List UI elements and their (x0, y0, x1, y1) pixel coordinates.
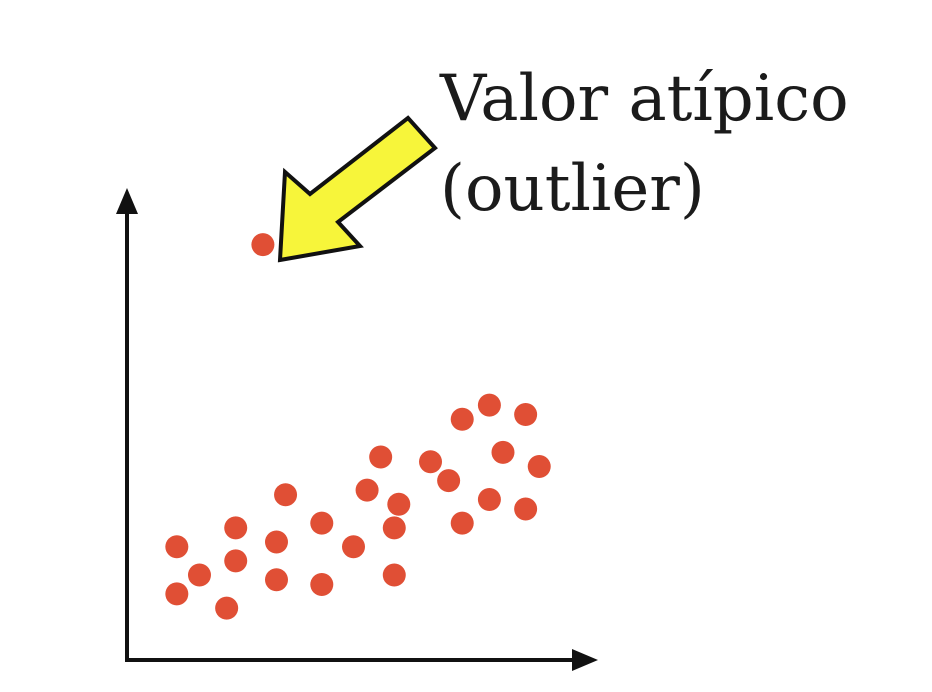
data-points-layer (165, 393, 551, 620)
plot-axes (116, 188, 598, 671)
data-point (437, 469, 461, 493)
data-point (477, 488, 501, 512)
outlier-point (251, 233, 275, 257)
annotation-label-line-2: (outlier) (440, 152, 705, 226)
data-point (419, 450, 443, 474)
data-point (310, 572, 334, 596)
data-point (355, 478, 379, 502)
data-point (187, 563, 211, 587)
outlier-annotation: Valor atípico (outlier) (277, 62, 849, 263)
data-point (224, 549, 248, 573)
annotation-label-line-1: Valor atípico (439, 62, 849, 136)
data-point (382, 563, 406, 587)
x-axis-arrowhead (572, 649, 598, 671)
outlier-layer (251, 233, 275, 257)
data-point (215, 596, 239, 620)
annotation-arrow-icon (277, 115, 438, 263)
data-point (224, 516, 248, 540)
data-point (450, 407, 474, 431)
data-point (477, 393, 501, 417)
y-axis-arrowhead (116, 188, 138, 214)
data-point (342, 535, 365, 559)
data-point (491, 440, 515, 464)
data-point (310, 511, 334, 535)
data-point (369, 445, 393, 469)
data-point (165, 535, 189, 559)
data-point (274, 483, 298, 507)
data-point (387, 492, 411, 516)
data-point (514, 497, 538, 521)
data-point (165, 582, 189, 606)
data-point (264, 568, 288, 592)
data-point (382, 516, 406, 540)
data-point (450, 511, 474, 535)
data-point (514, 403, 538, 427)
data-point (264, 530, 288, 554)
data-point (527, 454, 551, 478)
